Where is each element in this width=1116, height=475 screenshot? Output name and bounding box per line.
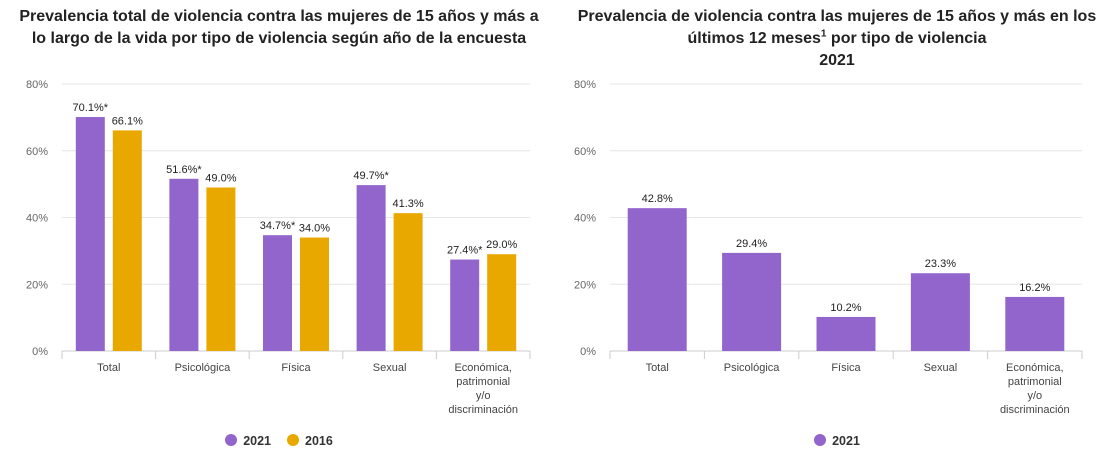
chart-panel-last-12-months: Prevalencia de violencia contra las muje… bbox=[558, 0, 1116, 475]
data-label: 10.2% bbox=[830, 302, 861, 314]
legend-label: 2021 bbox=[832, 434, 860, 448]
chart-legend: 2021 bbox=[558, 434, 1116, 448]
data-label: 49.7%* bbox=[353, 170, 389, 182]
legend-label: 2021 bbox=[243, 434, 271, 448]
x-tick-label: Sexual bbox=[924, 362, 958, 374]
chart-panel-lifetime: Prevalencia total de violencia contra la… bbox=[0, 6, 558, 448]
data-label: 70.1%* bbox=[73, 102, 109, 114]
bar bbox=[112, 130, 142, 351]
x-tick-label: patrimonial bbox=[1008, 376, 1062, 388]
bar-chart-last-12-months: 0% 20% 40% 60% 80% 42.8% Total 29.4% Psicológica… bbox=[574, 79, 1083, 416]
y-tick-label: 0% bbox=[32, 346, 48, 358]
data-label: 16.2% bbox=[1019, 282, 1050, 294]
bar bbox=[1005, 296, 1065, 351]
x-tick-label: Física bbox=[281, 362, 311, 374]
data-label: 66.1% bbox=[112, 115, 143, 127]
bar bbox=[263, 235, 292, 351]
y-tick-label: 80% bbox=[574, 79, 596, 91]
x-tick-label: y/o bbox=[1027, 390, 1042, 402]
y-tick-label: 20% bbox=[26, 279, 48, 291]
data-label: 29.4% bbox=[736, 238, 767, 250]
chart-title-line3: 2021 bbox=[819, 52, 855, 69]
chart-title-line2: lo largo de la vida por tipo de violenci… bbox=[31, 30, 527, 47]
chart-title-line2-rest: por tipo de violencia bbox=[826, 30, 987, 47]
y-tick-label: 40% bbox=[26, 213, 48, 225]
bar bbox=[169, 178, 199, 351]
chart-title: Prevalencia de violencia contra las muje… bbox=[558, 6, 1116, 72]
data-label: 34.7%* bbox=[260, 220, 296, 232]
bar bbox=[300, 237, 329, 351]
chart-title: Prevalencia total de violencia contra la… bbox=[0, 6, 558, 50]
chart-legend: 2021 2016 bbox=[0, 434, 558, 448]
data-label: 29.0% bbox=[486, 239, 517, 251]
chart-title-line1: Prevalencia de violencia contra las muje… bbox=[577, 8, 1097, 25]
data-label: 23.3% bbox=[925, 258, 956, 270]
x-tick-label: Física bbox=[831, 362, 861, 374]
y-tick-label: 20% bbox=[574, 279, 596, 291]
bar bbox=[356, 185, 386, 351]
x-tick-label: Total bbox=[97, 362, 120, 374]
x-tick-label: discriminación bbox=[448, 404, 518, 416]
legend-swatch bbox=[814, 434, 827, 446]
x-tick-label: Psicológica bbox=[175, 362, 232, 374]
bar-chart-lifetime: 0% 20% 40% 60% 80% 70.1%*66.1% Total 51.6%*49.0… bbox=[26, 79, 531, 416]
data-label: 34.0% bbox=[299, 223, 330, 235]
data-label: 42.8% bbox=[642, 193, 673, 205]
bar bbox=[816, 316, 876, 351]
x-tick-label: y/o bbox=[476, 390, 491, 402]
data-label: 49.0% bbox=[205, 172, 236, 184]
x-tick-label: discriminación bbox=[1000, 404, 1070, 416]
footnote-marker: 1 bbox=[820, 28, 827, 40]
legend-item[interactable]: 2021 bbox=[814, 434, 860, 448]
data-label: 51.6%* bbox=[166, 164, 202, 176]
x-tick-label: Psicológica bbox=[724, 362, 781, 374]
x-tick-label: Económica, bbox=[454, 362, 511, 374]
chart-title-line2: últimos 12 meses1 por tipo de violencia bbox=[558, 28, 1116, 50]
legend-label: 2016 bbox=[305, 434, 333, 448]
x-tick-label: Total bbox=[646, 362, 669, 374]
legend-swatch bbox=[225, 434, 238, 446]
bar bbox=[627, 208, 687, 351]
bar bbox=[722, 252, 782, 351]
y-tick-label: 80% bbox=[26, 79, 48, 91]
chart-title-line2-text: últimos 12 meses bbox=[687, 30, 821, 47]
legend-swatch bbox=[287, 434, 299, 446]
bar bbox=[910, 273, 970, 351]
chart-title-line1: Prevalencia total de violencia contra la… bbox=[19, 8, 539, 25]
x-tick-label: patrimonial bbox=[456, 376, 510, 388]
bar bbox=[487, 254, 517, 351]
x-tick-label: Económica, bbox=[1006, 362, 1063, 374]
bar bbox=[393, 213, 423, 351]
bar bbox=[206, 187, 236, 351]
legend-item[interactable]: 2016 bbox=[287, 434, 333, 448]
y-tick-label: 60% bbox=[574, 146, 596, 158]
y-tick-label: 60% bbox=[26, 146, 48, 158]
bar bbox=[450, 259, 480, 351]
data-label: 27.4%* bbox=[447, 245, 483, 257]
legend-item[interactable]: 2021 bbox=[225, 434, 271, 448]
bar bbox=[75, 117, 105, 351]
x-tick-label: Sexual bbox=[373, 362, 407, 374]
data-label: 41.3% bbox=[392, 198, 423, 210]
y-tick-label: 40% bbox=[574, 213, 596, 225]
y-tick-label: 0% bbox=[580, 346, 596, 358]
